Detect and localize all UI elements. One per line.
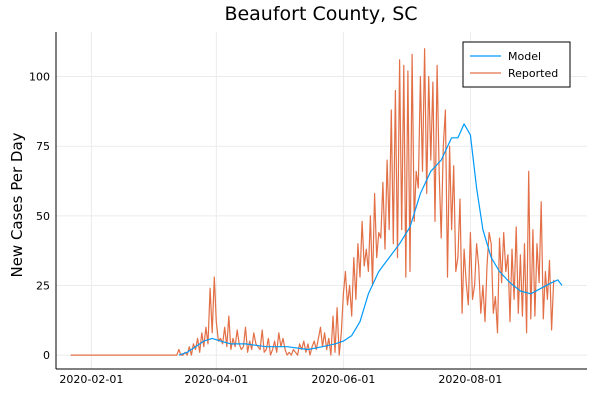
y-tick-label: 25	[36, 279, 50, 292]
y-axis-label: New Cases Per Day	[8, 132, 26, 277]
legend-label-reported: Reported	[508, 67, 558, 80]
axes	[55, 32, 587, 370]
legend: Model Reported	[462, 41, 571, 88]
y-tick-label: 0	[43, 349, 50, 362]
legend-box	[462, 41, 571, 88]
y-tick-labels: 0 25 50 75 100	[29, 71, 50, 363]
series-line-model	[178, 123, 563, 356]
x-tick-label: 2020-06-01	[311, 373, 375, 386]
x-tick-label: 2020-02-01	[59, 373, 123, 386]
x-tick-label: 2020-08-01	[438, 373, 502, 386]
x-tick-labels: 2020-02-01 2020-04-01 2020-06-01 2020-08-01	[59, 373, 502, 386]
legend-label-model: Model	[508, 50, 541, 63]
series-layer	[70, 48, 563, 356]
x-tick-label: 2020-04-01	[184, 373, 248, 386]
y-tick-label: 50	[36, 210, 50, 223]
y-tick-label: 100	[29, 71, 50, 84]
chart-title: Beaufort County, SC	[224, 3, 417, 25]
y-tick-label: 75	[36, 140, 50, 153]
series-line-reported	[70, 48, 555, 356]
